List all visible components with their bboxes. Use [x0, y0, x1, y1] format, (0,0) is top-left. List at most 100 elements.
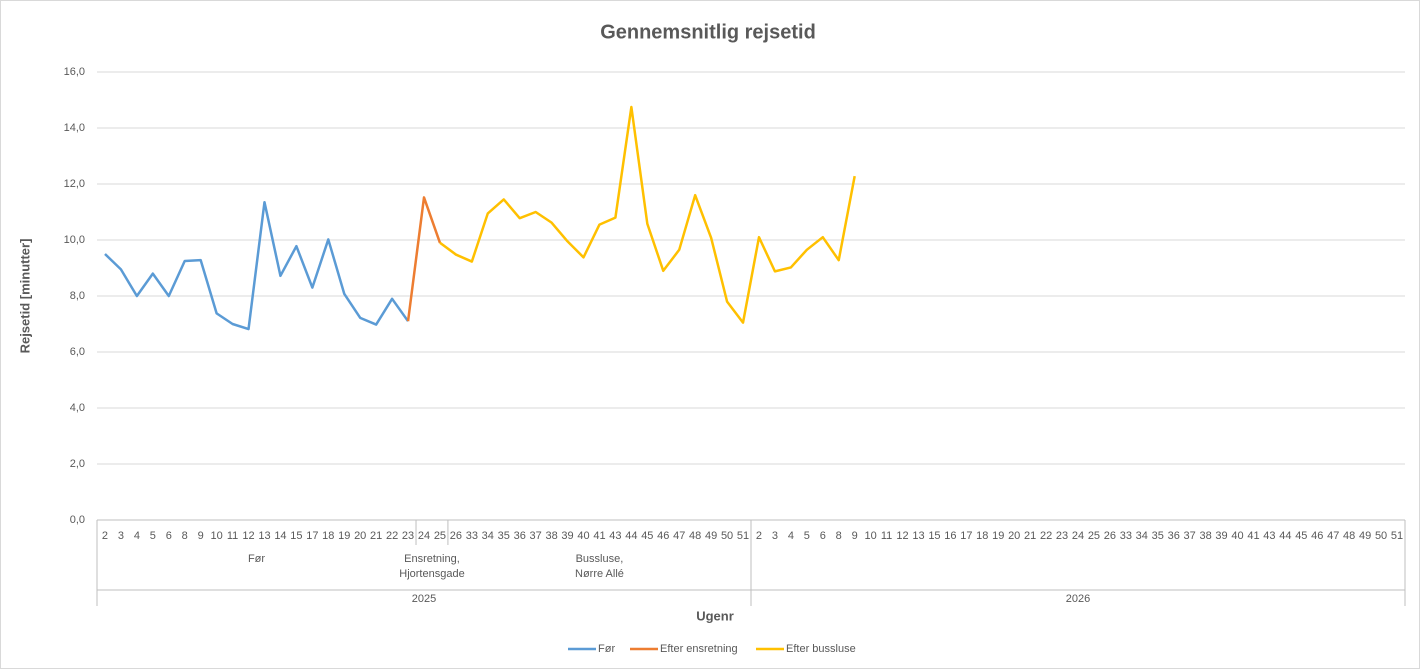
- x-tick-label: 25: [1088, 530, 1100, 542]
- x-tick-label: 20: [354, 530, 366, 542]
- x-tick-label: 21: [1024, 530, 1036, 542]
- x-tick-label: 49: [705, 530, 717, 542]
- year-label: 2025: [412, 593, 436, 605]
- x-tick-label: 36: [514, 530, 526, 542]
- x-tick-label: 47: [1327, 530, 1339, 542]
- group-label: Før: [247, 553, 266, 565]
- x-tick-label: 48: [1343, 530, 1355, 542]
- x-tick-label: 33: [1120, 530, 1132, 542]
- x-tick-label: 8: [182, 530, 188, 542]
- x-tick-label: 37: [1184, 530, 1196, 542]
- x-tick-label: 11: [227, 530, 238, 542]
- y-tick-label: 8,0: [70, 290, 85, 302]
- x-tick-label: 4: [788, 530, 794, 542]
- x-tick-label: 40: [577, 530, 589, 542]
- chart-title: Gennemsnitlig rejsetid: [600, 21, 816, 43]
- legend-label: Før: [598, 643, 615, 655]
- x-axis-title: Ugenr: [696, 608, 734, 623]
- group-label: Bussluse, Nørre Allé: [575, 553, 624, 580]
- y-tick-label: 10,0: [64, 234, 85, 246]
- x-tick-label: 46: [657, 530, 669, 542]
- x-tick-label: 18: [322, 530, 334, 542]
- x-tick-label: 47: [673, 530, 685, 542]
- x-tick-label: 24: [1072, 530, 1084, 542]
- x-tick-label: 35: [1152, 530, 1164, 542]
- x-tick-label: 18: [976, 530, 988, 542]
- x-tick-label: 14: [274, 530, 286, 542]
- x-tick-label: 10: [865, 530, 877, 542]
- y-tick-label: 12,0: [64, 178, 85, 190]
- x-tick-label: 44: [1279, 530, 1291, 542]
- x-tick-label: 5: [150, 530, 156, 542]
- x-tick-label: 34: [1136, 530, 1148, 542]
- x-tick-label: 38: [545, 530, 557, 542]
- y-axis-title: Rejsetid [minutter]: [17, 239, 32, 354]
- x-tick-label: 13: [258, 530, 270, 542]
- group-label: Ensretning, Hjortensgade: [399, 553, 465, 580]
- x-tick-label: 48: [689, 530, 701, 542]
- y-tick-label: 16,0: [64, 66, 85, 78]
- x-tick-label: 46: [1311, 530, 1323, 542]
- x-tick-label: 24: [418, 530, 430, 542]
- x-tick-label: 45: [641, 530, 653, 542]
- legend-label: Efter bussluse: [786, 643, 856, 655]
- x-tick-label: 15: [290, 530, 302, 542]
- x-tick-label: 40: [1231, 530, 1243, 542]
- y-tick-label: 14,0: [64, 122, 85, 134]
- x-tick-label: 20: [1008, 530, 1020, 542]
- x-tick-label: 23: [1056, 530, 1068, 542]
- x-tick-label: 12: [896, 530, 908, 542]
- x-tick-label: 4: [134, 530, 140, 542]
- x-tick-label: 51: [737, 530, 749, 542]
- x-tick-label: 39: [1215, 530, 1227, 542]
- x-tick-label: 11: [881, 530, 892, 542]
- x-tick-label: 17: [306, 530, 318, 542]
- x-tick-label: 38: [1199, 530, 1211, 542]
- x-tick-label: 3: [118, 530, 124, 542]
- x-tick-label: 37: [530, 530, 542, 542]
- x-tick-label: 51: [1391, 530, 1403, 542]
- x-tick-label: 5: [804, 530, 810, 542]
- x-tick-label: 6: [166, 530, 172, 542]
- x-tick-label: 3: [772, 530, 778, 542]
- x-tick-label: 2: [102, 530, 108, 542]
- x-tick-label: 22: [386, 530, 398, 542]
- x-tick-label: 2: [756, 530, 762, 542]
- x-tick-label: 41: [593, 530, 605, 542]
- x-tick-label: 26: [450, 530, 462, 542]
- x-tick-label: 21: [370, 530, 382, 542]
- x-tick-label: 13: [912, 530, 924, 542]
- x-tick-label: 44: [625, 530, 637, 542]
- x-tick-label: 16: [944, 530, 956, 542]
- x-tick-label: 41: [1247, 530, 1259, 542]
- x-tick-label: 33: [466, 530, 478, 542]
- y-tick-label: 0,0: [70, 514, 85, 526]
- x-tick-label: 39: [561, 530, 573, 542]
- x-tick-label: 23: [402, 530, 414, 542]
- x-tick-label: 25: [434, 530, 446, 542]
- x-tick-label: 50: [1375, 530, 1387, 542]
- x-tick-label: 26: [1104, 530, 1116, 542]
- x-tick-label: 6: [820, 530, 826, 542]
- x-tick-label: 49: [1359, 530, 1371, 542]
- x-tick-label: 15: [928, 530, 940, 542]
- x-tick-label: 12: [242, 530, 254, 542]
- x-tick-label: 10: [211, 530, 223, 542]
- legend-label: Efter ensretning: [660, 643, 738, 655]
- x-tick-label: 45: [1295, 530, 1307, 542]
- x-tick-label: 9: [198, 530, 204, 542]
- x-tick-label: 22: [1040, 530, 1052, 542]
- x-tick-label: 35: [498, 530, 510, 542]
- series-line: [406, 196, 442, 322]
- x-tick-label: 34: [482, 530, 494, 542]
- y-tick-label: 4,0: [70, 402, 85, 414]
- x-tick-label: 19: [992, 530, 1004, 542]
- x-tick-label: 19: [338, 530, 350, 542]
- x-tick-label: 8: [836, 530, 842, 542]
- x-tick-label: 50: [721, 530, 733, 542]
- y-tick-label: 6,0: [70, 346, 85, 358]
- series-line: [439, 105, 856, 324]
